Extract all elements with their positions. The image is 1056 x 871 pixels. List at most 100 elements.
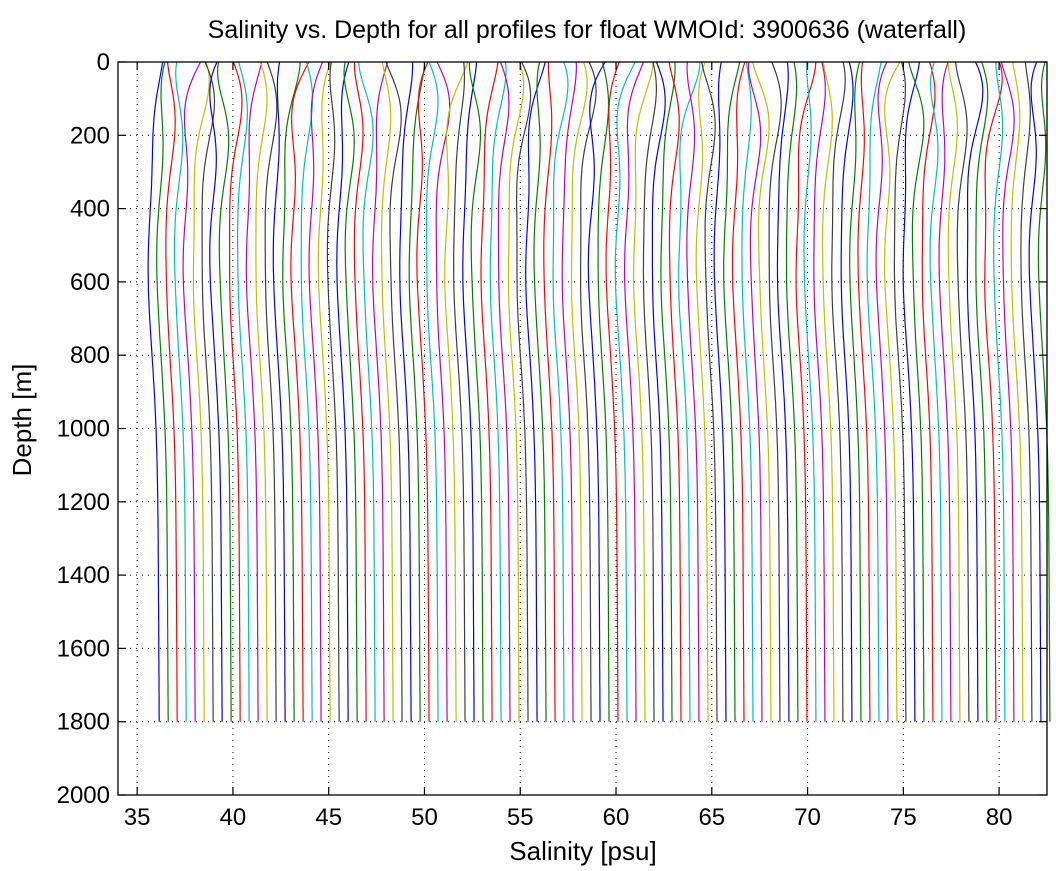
profile-line [893,61,907,722]
profile-line [282,61,301,722]
profile-line [272,61,286,722]
profile-line [751,61,772,722]
y-tick-label: 1400 [57,562,110,589]
profile-line [921,61,936,722]
x-tick-label: 55 [507,804,534,831]
profile-line [1028,61,1042,722]
profile-line [543,61,556,722]
profile-line [435,61,451,722]
profile-line [938,61,952,722]
profile-line [668,61,682,722]
profile-line [623,61,645,722]
profile-line [768,61,782,722]
profile-line [857,61,871,722]
profile-line [237,61,250,722]
profile-line [444,61,469,722]
profile-line [317,61,331,722]
profile-line [776,61,790,722]
y-tick-label: 600 [70,269,110,296]
x-tick-label: 75 [890,804,917,831]
profile-line [525,61,546,722]
profile-line [358,61,376,722]
y-tick-label: 1600 [57,635,110,662]
profile-line [614,61,636,722]
profile-line [147,61,164,722]
y-tick-label: 1200 [57,489,110,516]
profile-line [353,61,367,722]
profile-line [741,61,754,722]
profile-line [416,61,430,722]
profile-line [686,61,700,722]
profile-line [660,61,676,722]
profile-line [480,61,499,722]
profile-line [326,61,340,722]
profile-line [1010,61,1024,722]
profile-line [570,61,588,722]
profile-line [840,61,854,722]
profile-line [642,61,658,722]
profile-line [216,61,232,722]
profile-line [245,61,263,722]
profile-line [507,61,525,722]
profile-line [966,61,984,722]
profile-line [849,61,862,722]
axis-ticks: 35 40 45 50 55 60 65 70 75 8002004006008001000120… [57,49,1047,831]
profile-line [290,61,310,722]
profile-line [1037,61,1051,722]
x-tick-label: 80 [986,804,1013,831]
profile-line [955,61,970,722]
profile-line [975,61,989,722]
y-tick-label: 800 [70,342,110,369]
y-tick-label: 200 [70,122,110,149]
y-tick-label: 400 [70,196,110,223]
y-tick-label: 0 [97,49,110,76]
profile-line [821,61,835,722]
profile-line [883,61,901,722]
profile-line [723,61,741,722]
profile-line [813,61,826,722]
x-tick-label: 50 [411,804,438,831]
profile-line [803,61,817,722]
profile-line [597,61,610,722]
profile-line [385,61,403,722]
profile-line [308,61,324,722]
profile-series-group [147,61,1051,722]
profile-line [552,61,569,722]
profile-line [561,61,578,722]
profile-line [747,61,763,722]
profile-line [182,61,202,722]
profile-line [173,61,187,722]
profile-line [866,61,882,722]
profile-line [984,61,1003,722]
profile-line [264,61,278,722]
profile-line [497,61,511,722]
y-tick-label: 1000 [57,416,110,443]
profile-line [426,61,439,722]
profile-line [489,61,507,722]
profile-line [229,61,243,722]
profile-line [785,61,799,722]
profile-line [380,61,394,722]
profile-line [399,62,414,722]
x-tick-label: 65 [698,804,725,831]
profile-line [795,61,817,722]
x-tick-label: 45 [315,804,342,831]
profile-line [372,61,389,722]
profile-line [678,61,701,722]
profile-line [579,61,597,722]
profile-line [336,61,350,722]
profile-line [902,61,920,722]
x-axis-label: Salinity [psu] [509,836,656,866]
profile-line [209,61,223,722]
profile-line [929,61,943,722]
x-tick-label: 70 [794,804,821,831]
profile-line [165,61,178,722]
profile-line [255,61,268,722]
profile-line [587,61,606,722]
profile-line [731,61,746,722]
y-axis-label: Depth [m] [7,364,37,477]
profile-line [993,61,1006,722]
profile-line [831,61,846,722]
profile-line [875,61,889,722]
profile-line [515,61,532,722]
